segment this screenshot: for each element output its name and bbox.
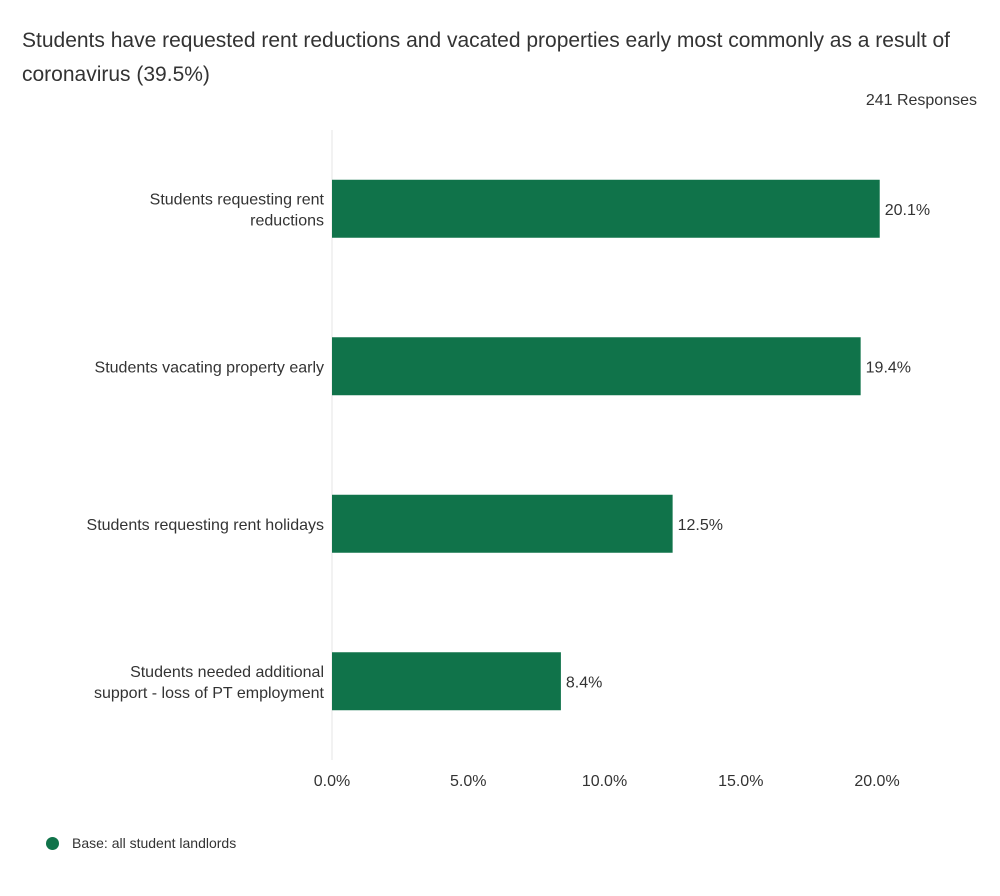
legend-marker (46, 836, 59, 850)
x-tick-label: 10.0% (582, 773, 627, 790)
data-label: 12.5% (678, 517, 723, 534)
category-label: Students requesting rent holidays (87, 517, 324, 534)
bar (332, 179, 880, 238)
chart-title: Students have requested rent reductions … (22, 29, 950, 86)
category-label: Students requesting rent reductions (150, 191, 325, 229)
x-tick-label: 15.0% (718, 773, 763, 790)
x-tick-label: 20.0% (854, 773, 899, 790)
bar (332, 494, 673, 553)
data-label: 8.4% (566, 674, 602, 691)
x-tick-label: 5.0% (450, 773, 486, 790)
data-label: 20.1% (885, 202, 930, 219)
category-label: Students vacating property early (95, 359, 324, 376)
category-label: Students needed additional support - loss… (94, 664, 325, 702)
responses-count: 241 Responses (865, 92, 977, 109)
bar (332, 337, 861, 396)
data-label: 19.4% (866, 359, 911, 376)
legend-label: Base: all student landlords (72, 835, 237, 851)
bar (332, 652, 561, 711)
legend: Base: all student landlords (46, 835, 236, 851)
x-tick-label: 0.0% (314, 773, 350, 790)
